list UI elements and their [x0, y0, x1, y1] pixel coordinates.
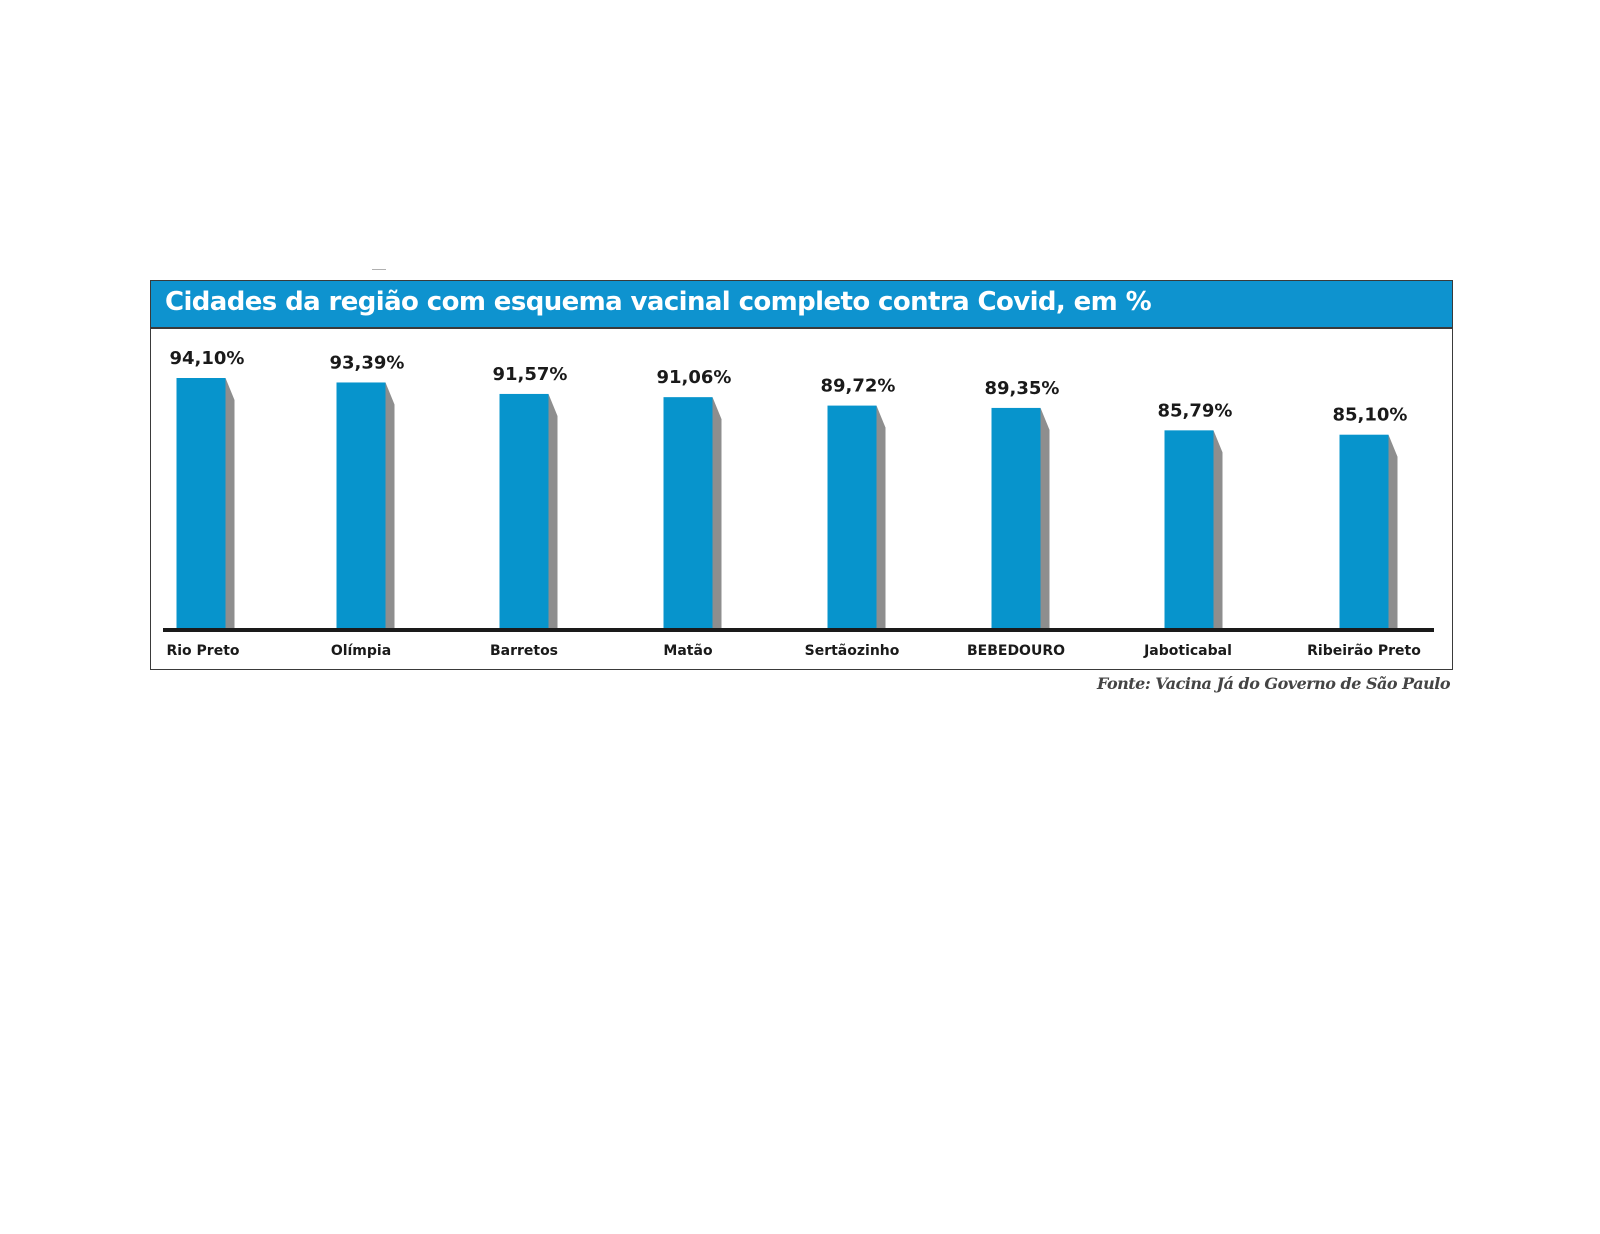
bar-value-label: 93,39%	[330, 352, 405, 373]
bar	[991, 407, 1041, 630]
bar-shadow	[876, 405, 886, 630]
bar	[336, 382, 386, 630]
bar	[827, 405, 877, 630]
category-label: Matão	[663, 643, 713, 659]
chart-frame: Cidades da região com esquema vacinal co…	[150, 280, 1453, 670]
bar-shadow	[225, 378, 235, 630]
category-label: Jaboticabal	[1143, 643, 1232, 659]
bar-value-label: 85,10%	[1333, 405, 1408, 426]
bar-shadow	[1213, 430, 1223, 630]
source-note: Fonte: Vacina Já do Governo de São Paulo	[1096, 674, 1451, 693]
bar-shadow	[548, 393, 558, 630]
bar	[1164, 430, 1214, 630]
category-label: BEBEDOURO	[967, 643, 1065, 659]
category-label: Ribeirão Preto	[1307, 643, 1421, 659]
bar-chart: 94,10% Rio Preto 93,39% Olímpia 91,57% Barret…	[163, 348, 1434, 659]
bar-shadow	[1388, 434, 1398, 630]
decorative-mark	[372, 269, 386, 270]
bar	[1339, 434, 1389, 630]
bar-value-label: 94,10%	[170, 348, 245, 369]
bar	[663, 397, 713, 630]
bar	[176, 378, 226, 630]
bar-value-label: 89,72%	[821, 376, 896, 397]
category-label: Olímpia	[331, 643, 391, 659]
bar-value-label: 91,57%	[493, 364, 568, 385]
bar-shadow	[385, 382, 395, 630]
bar-shadow	[1040, 407, 1050, 630]
category-label: Sertãozinho	[805, 643, 900, 659]
category-label: Barretos	[490, 643, 558, 659]
bar-value-label: 85,79%	[1158, 400, 1233, 421]
category-label: Rio Preto	[166, 643, 239, 659]
bar	[499, 393, 549, 630]
bar-shadow	[712, 397, 722, 630]
bar-value-label: 89,35%	[985, 378, 1060, 399]
chart-title-bar: Cidades da região com esquema vacinal co…	[151, 281, 1452, 329]
bar-value-label: 91,06%	[657, 367, 732, 388]
chart-title: Cidades da região com esquema vacinal co…	[165, 287, 1152, 317]
